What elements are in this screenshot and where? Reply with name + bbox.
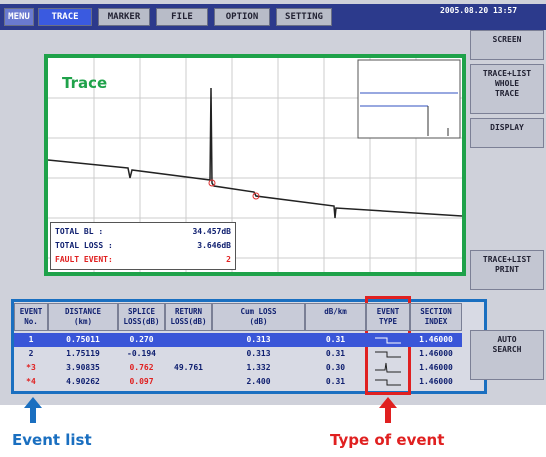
summary-value: 2 — [161, 253, 231, 266]
table-cell: 0.75011 — [48, 333, 118, 347]
summary-value: 3.646dB — [161, 239, 231, 252]
menu-tab[interactable]: SETTING — [276, 8, 332, 26]
header-text: LOSS(dB) — [119, 317, 164, 327]
event-type-icon — [373, 348, 403, 360]
table-cell: 0.31 — [305, 375, 366, 389]
table-cell: 49.761 — [165, 361, 212, 375]
button-text[interactable]: WHOLE — [471, 79, 543, 89]
summary-value: 34.457dB — [161, 225, 231, 238]
page: 2005.08.20 13:57 Trace TOTAL BL : 34.457d… — [0, 0, 546, 457]
button-text[interactable]: PRINT — [471, 265, 543, 275]
table-cell: 3.90835 — [48, 361, 118, 375]
button-text[interactable]: TRACE+LIST — [471, 255, 543, 265]
side-button[interactable]: DISPLAY — [470, 118, 544, 148]
table-cell: 2 — [14, 347, 48, 361]
table-cell: 0.31 — [305, 347, 366, 361]
button-text[interactable]: SEARCH — [471, 345, 543, 355]
header-text: dB/km — [306, 307, 365, 317]
trace-label: Trace — [62, 74, 107, 92]
summary-label: TOTAL LOSS : — [55, 239, 113, 252]
table-cell: 0.313 — [212, 347, 305, 361]
table-cell — [165, 333, 212, 347]
event-list-label: Event list — [12, 431, 92, 449]
table-cell: *4 — [14, 375, 48, 389]
header-text: EVENT — [15, 307, 47, 317]
side-button[interactable]: SCREEN — [470, 30, 544, 60]
header-cell: dB/km — [305, 303, 366, 331]
table-cell: 4.90262 — [48, 375, 118, 389]
header-text: RETURN — [166, 307, 211, 317]
button-text[interactable]: SCREEN — [471, 35, 543, 45]
table-cell: 1.46000 — [410, 347, 462, 361]
summary-label: FAULT EVENT: — [55, 253, 113, 266]
header-text: INDEX — [411, 317, 461, 327]
table-cell: 1.46000 — [410, 375, 462, 389]
event-type-icon — [373, 334, 403, 346]
event-type-icon — [373, 376, 403, 388]
menu-tab[interactable]: MENU — [4, 8, 34, 26]
table-cell: 1.75119 — [48, 347, 118, 361]
header-text: (dB) — [213, 317, 304, 327]
header-text: (km) — [49, 317, 117, 327]
table-cell: 0.270 — [118, 333, 165, 347]
button-text[interactable]: TRACE+LIST — [471, 69, 543, 79]
header-text: DISTANCE — [49, 307, 117, 317]
table-cell: 2.400 — [212, 375, 305, 389]
button-text[interactable]: DISPLAY — [471, 123, 543, 133]
button-text[interactable]: AUTO — [471, 335, 543, 345]
table-cell: 1.46000 — [410, 361, 462, 375]
event-type-icon — [373, 362, 403, 374]
table-cell — [165, 375, 212, 389]
summary-label: TOTAL BL : — [55, 225, 103, 238]
menu-tab[interactable]: TRACE — [38, 8, 92, 26]
header-text: Cum LOSS — [213, 307, 304, 317]
event-type-label: Type of event — [330, 431, 444, 449]
header-text: EVENT — [367, 307, 409, 317]
table-cell: 1.46000 — [410, 333, 462, 347]
table-cell: 0.31 — [305, 333, 366, 347]
menu-tab[interactable]: OPTION — [214, 8, 270, 26]
arrows — [0, 395, 546, 425]
header-text: SECTION — [411, 307, 461, 317]
menu-tab[interactable]: MARKER — [98, 8, 150, 26]
table-cell: 1.332 — [212, 361, 305, 375]
header-text: SPLICE — [119, 307, 164, 317]
table-cell: -0.194 — [118, 347, 165, 361]
table-cell: *3 — [14, 361, 48, 375]
menu-tab[interactable]: FILE — [156, 8, 208, 26]
table-cell: 0.313 — [212, 333, 305, 347]
button-text[interactable]: TRACE — [471, 89, 543, 99]
header-cell: DISTANCE(km) — [48, 303, 118, 331]
header-text: No. — [15, 317, 47, 327]
header-text: LOSS(dB) — [166, 317, 211, 327]
table-cell — [165, 347, 212, 361]
table-cell: 0.762 — [118, 361, 165, 375]
header-text: TYPE — [367, 317, 409, 327]
table-cell: 1 — [14, 333, 48, 347]
summary-box: TOTAL BL : 34.457dB TOTAL LOSS : 3.646dB FAU… — [50, 222, 236, 270]
datetime: 2005.08.20 13:57 — [440, 6, 544, 18]
table-cell: 0.097 — [118, 375, 165, 389]
header-cell: Cum LOSS(dB) — [212, 303, 305, 331]
table-cell: 0.30 — [305, 361, 366, 375]
